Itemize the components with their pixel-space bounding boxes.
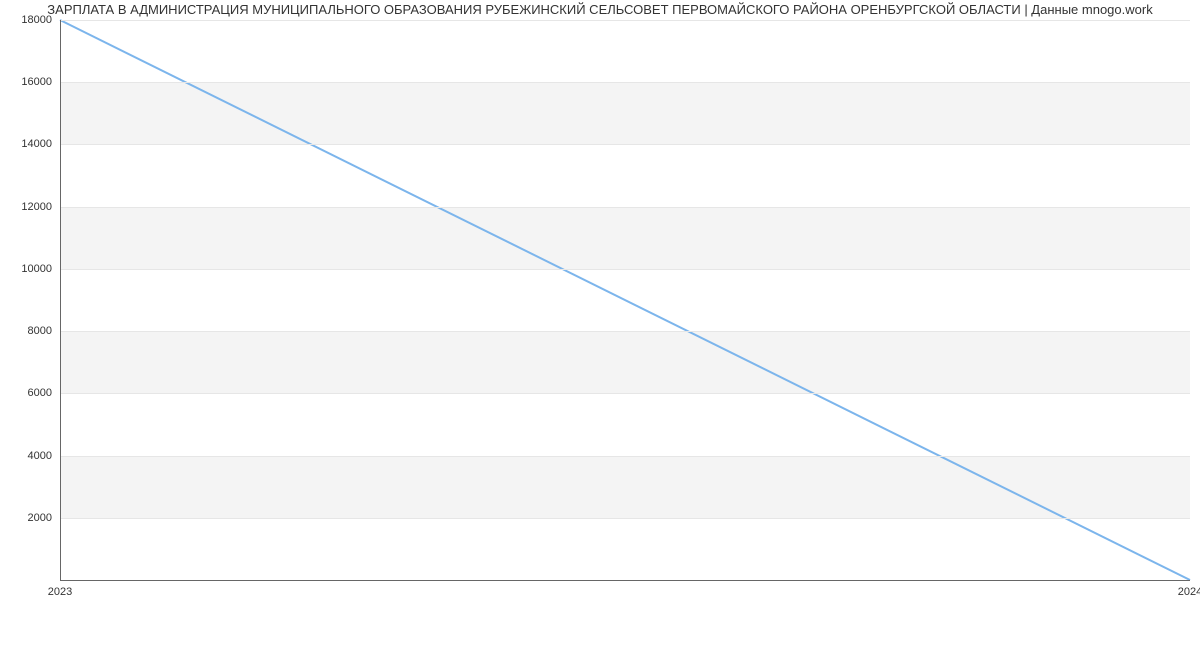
- y-tick-label: 6000: [28, 387, 52, 399]
- chart-container: ЗАРПЛАТА В АДМИНИСТРАЦИЯ МУНИЦИПАЛЬНОГО …: [0, 0, 1200, 650]
- y-tick-label: 12000: [21, 201, 52, 213]
- y-tick-label: 4000: [28, 450, 52, 462]
- gridline: [60, 269, 1190, 270]
- gridline: [60, 82, 1190, 83]
- chart-title: ЗАРПЛАТА В АДМИНИСТРАЦИЯ МУНИЦИПАЛЬНОГО …: [0, 2, 1200, 17]
- gridline: [60, 144, 1190, 145]
- y-tick-label: 18000: [21, 14, 52, 26]
- gridline: [60, 331, 1190, 332]
- gridline: [60, 20, 1190, 21]
- y-tick-label: 16000: [21, 76, 52, 88]
- x-axis-line: [60, 580, 1190, 581]
- y-axis-line: [60, 20, 61, 580]
- y-tick-label: 10000: [21, 263, 52, 275]
- x-tick-label: 2023: [48, 586, 72, 598]
- line-series-layer: [60, 20, 1190, 580]
- y-tick-label: 8000: [28, 325, 52, 337]
- gridline: [60, 207, 1190, 208]
- gridline: [60, 456, 1190, 457]
- gridline: [60, 518, 1190, 519]
- y-tick-label: 2000: [28, 512, 52, 524]
- x-tick-label: 2024: [1178, 586, 1200, 598]
- plot-area: 2000400060008000100001200014000160001800…: [60, 20, 1190, 580]
- series-line-salary: [60, 20, 1190, 580]
- gridline: [60, 393, 1190, 394]
- y-tick-label: 14000: [21, 138, 52, 150]
